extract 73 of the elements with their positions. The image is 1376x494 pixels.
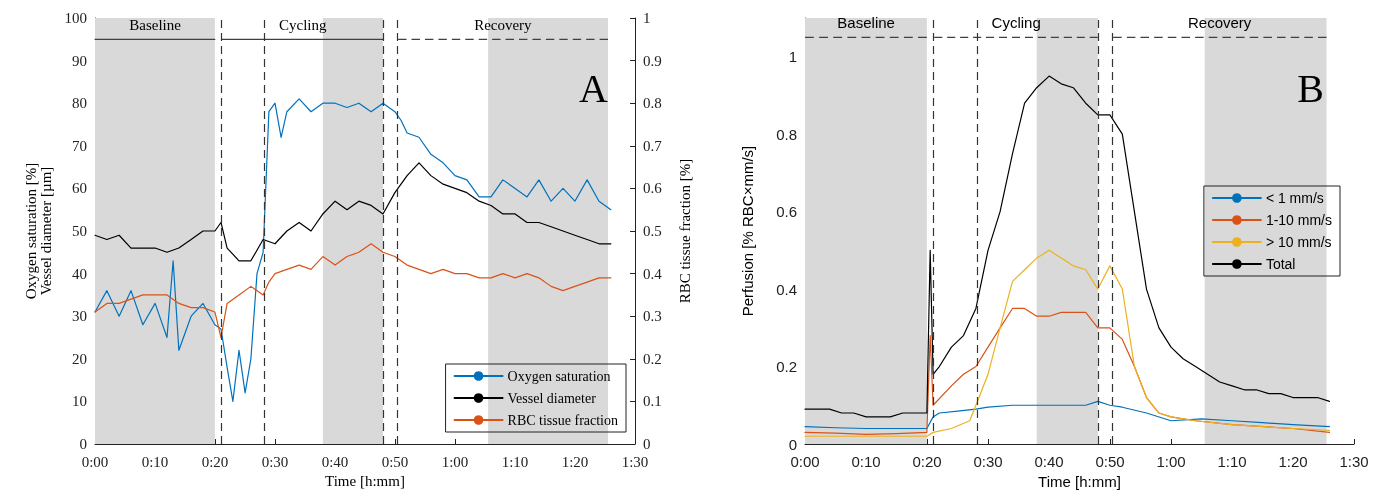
y-tick-label: 10 (72, 393, 87, 410)
y2-tick-label: 0.1 (643, 393, 662, 410)
y-tick-label: 30 (72, 308, 87, 325)
line-series (94, 243, 612, 339)
legend-label: Total (1265, 256, 1296, 272)
y2-tick-label: 0.2 (643, 350, 662, 367)
annotation: Cycling (991, 14, 1041, 32)
y-tick-label: 50 (72, 223, 87, 239)
y-tick-label: 80 (72, 95, 87, 112)
x-tick-label: 1:20 (561, 453, 589, 470)
x-tick-label: 1:00 (1156, 453, 1186, 470)
y-tick-label: 0.4 (776, 280, 797, 298)
legend-label: 1-10 mm/s (1265, 212, 1332, 228)
legend-label: < 1 mm/s (1265, 190, 1324, 206)
y-tick-label: 60 (72, 180, 87, 197)
x-tick-label: 0:00 (790, 453, 820, 470)
line-series (804, 249, 1331, 437)
x-axis-title: Time [h:mm] (325, 473, 405, 490)
x-tick-label: 0:10 (141, 453, 169, 470)
x-tick-label: 0:50 (381, 453, 409, 470)
x-tick-label: 0:40 (1034, 453, 1064, 470)
x-tick-label: 0:30 (973, 453, 1003, 470)
line-series (94, 162, 612, 262)
x-tick-label: 1:00 (441, 453, 469, 470)
annotation: Recovery (474, 16, 533, 33)
y-tick-label: 1 (788, 48, 797, 66)
x-tick-label: 1:30 (621, 453, 649, 470)
y2-tick-label: 0.3 (643, 308, 662, 325)
annotation: Baseline (129, 16, 182, 33)
y-tick-label: 40 (72, 265, 87, 282)
x-tick-label: 0:50 (1095, 453, 1125, 470)
annotation: A (579, 65, 609, 111)
x-tick-label: 1:20 (1278, 453, 1308, 470)
y-tick-label: 20 (72, 350, 87, 367)
y-axis-title: Oxygen saturation [%] Vessel diameter [µm] (22, 162, 54, 300)
y-tick-label: 0 (788, 435, 797, 453)
y2-tick-label: 0.7 (643, 137, 663, 154)
y2-axis-title: RBC tissue fraction [%] (676, 158, 693, 304)
y2-tick-label: 1 (643, 10, 651, 26)
x-tick-label: 0:40 (321, 453, 349, 470)
y-tick-label: 0.8 (776, 125, 797, 143)
y2-tick-label: 0.6 (643, 180, 663, 197)
x-tick-label: 0:10 (851, 453, 881, 470)
x-tick-label: 1:10 (501, 453, 529, 470)
line-series (804, 75, 1331, 418)
x-tick-label: 1:30 (1339, 453, 1369, 470)
y-tick-label: 0.6 (776, 203, 797, 221)
annotation: Cycling (278, 16, 327, 33)
line-series (804, 400, 1331, 430)
annotation: Baseline (837, 14, 895, 32)
y-tick-label: 90 (72, 52, 87, 69)
y-tick-label: 70 (72, 137, 87, 154)
legend-label: > 10 mm/s (1265, 234, 1332, 250)
annotation: Recovery (1188, 14, 1252, 32)
annotation: B (1297, 65, 1325, 111)
x-tick-label: 0:30 (261, 453, 289, 470)
legend-label: Oxygen saturation (507, 368, 611, 384)
y2-tick-label: 0 (643, 436, 651, 452)
y-tick-label: 0.2 (776, 358, 797, 376)
y2-tick-label: 0.8 (643, 95, 662, 112)
x-tick-label: 0:00 (81, 453, 109, 470)
legend-label: RBC tissue fraction (507, 412, 618, 428)
y2-tick-label: 0.5 (643, 223, 662, 239)
x-axis-title: Time [h:mm] (1038, 472, 1121, 490)
x-tick-label: 0:20 (201, 453, 229, 470)
y2-tick-label: 0.4 (643, 265, 663, 282)
x-tick-label: 0:20 (912, 453, 942, 470)
x-tick-label: 1:10 (1217, 453, 1247, 470)
y-tick-label: 100 (64, 10, 87, 26)
legend-label: Vessel diameter (507, 390, 597, 406)
y-axis-title: Perfusion [% RBC×mm/s] (739, 145, 756, 317)
y-tick-label: 0 (79, 436, 87, 452)
y2-tick-label: 0.9 (643, 52, 662, 69)
